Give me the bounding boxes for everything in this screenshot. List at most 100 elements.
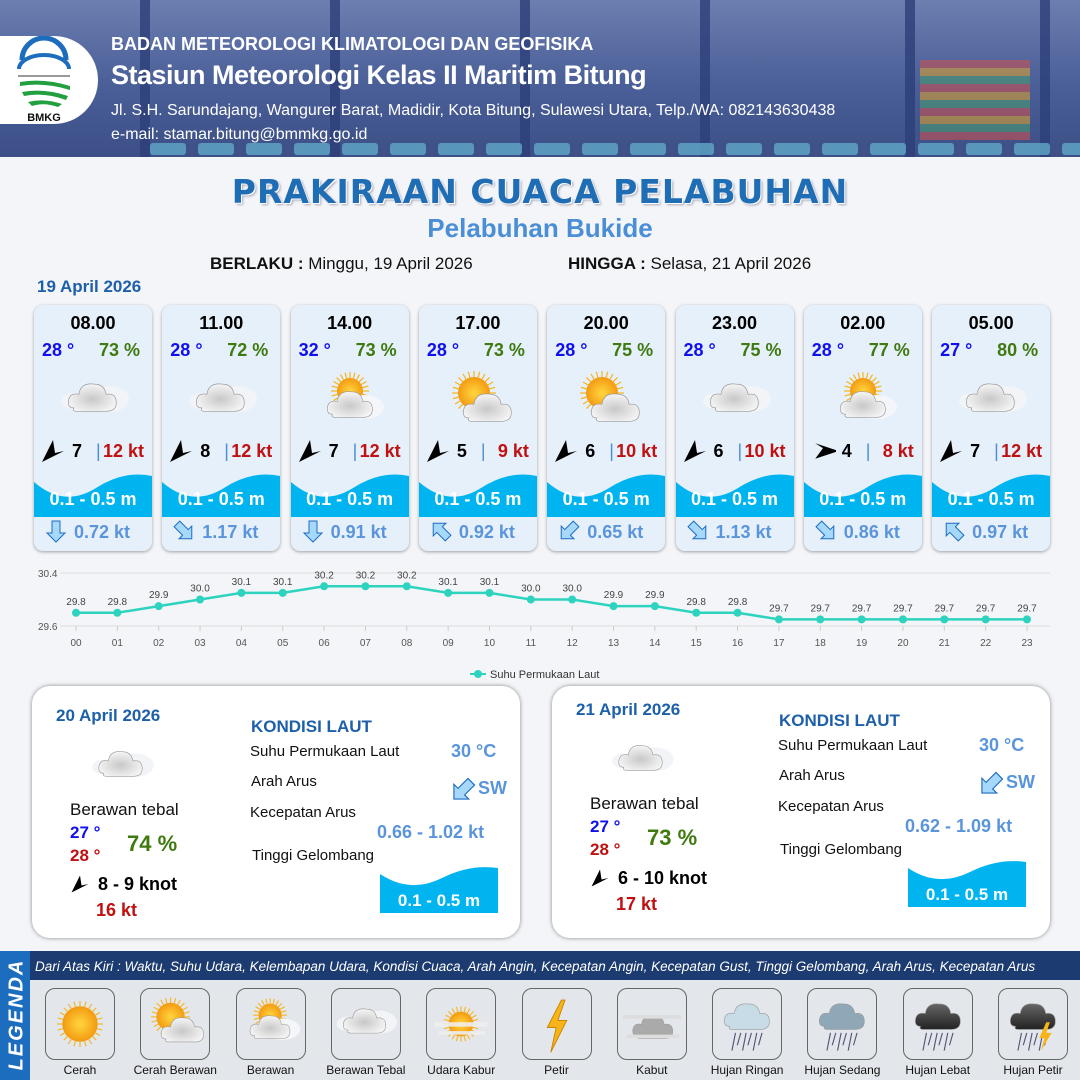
- x-tick-label: 16: [732, 638, 744, 649]
- berawan-tebal-icon: [330, 988, 401, 1060]
- gust-speed: 10 kt: [744, 441, 786, 461]
- station-name: Stasiun Meteorologi Kelas II Maritim Bit…: [111, 60, 647, 90]
- series-line: [76, 585, 1027, 621]
- forecast-time: 11.00: [199, 313, 244, 333]
- data-point: [692, 608, 701, 617]
- kabut-icon: [616, 988, 687, 1060]
- wave-height-label: Tinggi Gelombang: [252, 847, 375, 864]
- humidity: 74 %: [127, 831, 178, 856]
- legend-description: Dari Atas Kiri : Waktu, Suhu Udara, Kele…: [30, 951, 1080, 980]
- data-label: 29.7: [893, 603, 913, 614]
- data-label: 30.1: [438, 577, 458, 588]
- data-point: [940, 615, 949, 624]
- station-address: Jl. S.H. Sarundajang, Wangurer Barat, Ma…: [111, 102, 836, 119]
- separator: |: [609, 441, 614, 461]
- humidity: 75 %: [740, 340, 782, 360]
- wind-speed: 8: [200, 441, 211, 461]
- x-tick-label: 18: [815, 638, 827, 649]
- data-label: 30.0: [190, 584, 210, 595]
- data-point: [154, 602, 163, 611]
- forecast-card: 23.00 28 ° 75 % 6 | 10 kt 0.1 - 0.5 m 1.…: [675, 305, 794, 551]
- legend-item-label: Cerah Berawan: [133, 1063, 217, 1077]
- udara-kabur-icon: [426, 988, 497, 1060]
- current-speed: 0.91 kt: [330, 522, 387, 542]
- data-label: 29.7: [852, 603, 872, 614]
- x-tick-label: 22: [980, 638, 992, 649]
- cerah-berawan-icon: [443, 369, 515, 433]
- legend-item-label: Petir: [544, 1063, 569, 1077]
- data-point: [526, 595, 535, 604]
- data-label: 29.9: [645, 590, 665, 601]
- data-label: 30.2: [356, 570, 376, 581]
- x-tick-label: 19: [856, 638, 868, 649]
- data-point: [278, 588, 287, 597]
- data-point: [981, 615, 990, 624]
- wind-direction-icon: [168, 438, 194, 464]
- current-direction-icon: [449, 776, 477, 809]
- separator: |: [865, 441, 871, 461]
- wave-height-label: Tinggi Gelombang: [780, 841, 903, 858]
- wind-direction-icon: [40, 438, 66, 464]
- logo-text: BMKG: [27, 112, 61, 124]
- data-label: 29.7: [769, 603, 789, 614]
- current-speed: 0.65 kt: [587, 522, 644, 542]
- gust-speed: 9 kt: [497, 441, 529, 461]
- data-label: 30.2: [397, 570, 417, 581]
- weather-condition: Berawan tebal: [70, 800, 179, 819]
- sea-condition-title: KONDISI LAUT: [251, 717, 372, 736]
- data-point: [402, 582, 411, 591]
- petir-icon: [521, 988, 592, 1060]
- data-label: 29.7: [1017, 603, 1037, 614]
- data-point: [650, 602, 659, 611]
- hujan-ringan-icon: [712, 988, 783, 1060]
- x-tick-label: 01: [112, 638, 124, 649]
- wave-height: 0.1 - 0.5 m: [690, 489, 779, 509]
- wave-height: 0.1 - 0.5 m: [177, 489, 265, 509]
- wind-speed: 6: [585, 441, 596, 461]
- wind-direction-icon: [938, 438, 964, 464]
- valid-from: BERLAKU : Minggu, 19 April 2026: [210, 254, 473, 274]
- current-speed: 0.97 kt: [972, 522, 1029, 542]
- valid-to-label: HINGGA :: [568, 254, 646, 273]
- min-temperature: 27 °: [70, 823, 101, 842]
- legend-item-label: Berawan: [246, 1063, 295, 1077]
- wind-speed: 6 - 10 knot: [618, 868, 708, 888]
- hujan-petir-icon: [998, 988, 1068, 1060]
- wind-direction-icon: [425, 438, 451, 464]
- forecast-card: 05.00 27 ° 80 % 7 | 12 kt 0.1 - 0.5 m 0.…: [932, 305, 1051, 551]
- current-speed-label: Kecepatan Arus: [250, 804, 356, 821]
- forecast-time: 02.00: [840, 313, 886, 333]
- current-direction-icon: [942, 519, 966, 543]
- legend-item-label: Cerah: [63, 1063, 97, 1077]
- current-direction-icon: [557, 519, 581, 543]
- air-temperature: 28 °: [42, 340, 75, 360]
- x-tick-label: 05: [277, 638, 289, 649]
- data-label: 29.9: [604, 590, 624, 601]
- x-tick-label: 08: [401, 638, 413, 649]
- x-tick-label: 17: [773, 638, 785, 649]
- current-direction-icon: [814, 519, 838, 543]
- current-direction-icon: [172, 519, 196, 543]
- current-direction-icon: [429, 519, 453, 543]
- panel-date: 20 April 2026: [56, 706, 161, 725]
- air-temperature: 28 °: [426, 340, 460, 360]
- current-direction-icon: [301, 519, 325, 543]
- wave-icon: [418, 474, 537, 517]
- current-speed-label: Kecepatan Arus: [778, 798, 884, 815]
- wind-speed: 4: [841, 441, 852, 461]
- forecast-card: 08.00 28 ° 73 % 7 | 12 kt 0.1 - 0.5 m 0.…: [34, 305, 152, 551]
- hujan-sedang-icon: [807, 988, 878, 1060]
- cerah-icon: [45, 988, 115, 1060]
- gust-speed: 12 kt: [231, 441, 273, 461]
- wave-height: 0.1 - 0.5 m: [306, 489, 394, 509]
- y-tick-label: 29.6: [38, 622, 58, 633]
- data-point: [196, 595, 205, 604]
- berawan-icon: [315, 369, 387, 433]
- current-direction-icon: [44, 519, 68, 543]
- separator: |: [96, 441, 101, 461]
- air-temperature: 32 °: [298, 340, 331, 360]
- current-speed-value: 0.66 - 1.02 kt: [377, 822, 485, 842]
- x-tick-label: 14: [649, 638, 661, 649]
- legend-icons: Cerah Cerah Berawan Berawan Berawan Teba…: [30, 980, 1080, 1080]
- x-tick-label: 11: [526, 638, 537, 649]
